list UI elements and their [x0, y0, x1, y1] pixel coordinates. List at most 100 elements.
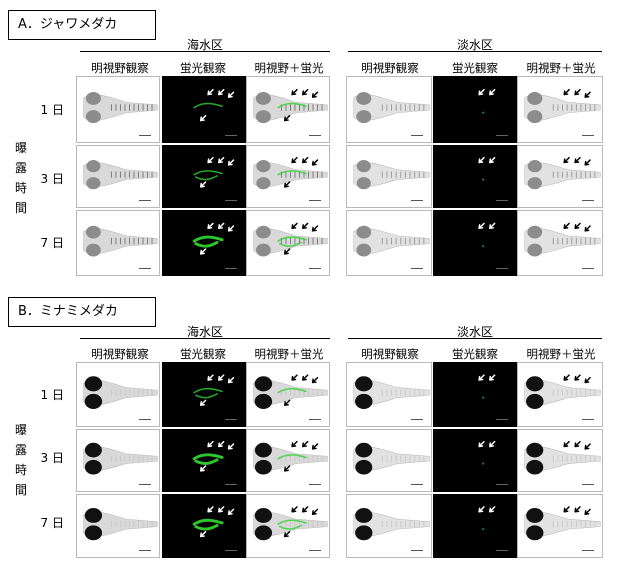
micrograph-image	[478, 88, 496, 114]
micrograph-b-row2-col4	[346, 429, 432, 492]
section-b-seawater-title: 海水区	[186, 325, 223, 339]
micrograph-a-row1-col3	[246, 76, 330, 143]
micrograph-image	[253, 506, 328, 541]
micrograph-image	[353, 442, 430, 475]
micrograph-a-row1-col4	[346, 76, 432, 143]
scale-bar	[309, 419, 321, 420]
scale-bar	[139, 135, 151, 136]
micrograph-image	[192, 506, 235, 538]
micrograph-image	[192, 440, 235, 472]
micrograph-image	[524, 222, 601, 257]
micrograph-image	[478, 374, 496, 399]
micrograph-b-row3-col4	[346, 494, 432, 558]
micrograph-b-row1-col3	[246, 362, 330, 427]
micrograph-image	[192, 222, 235, 255]
scale-bar	[225, 550, 237, 551]
section-b-side-label-4: 間	[14, 483, 27, 497]
micrograph-image	[524, 156, 601, 190]
micrograph-image	[193, 374, 235, 406]
scale-bar	[582, 419, 594, 420]
scale-bar	[309, 135, 321, 136]
section-a-seawater-rule	[80, 51, 330, 52]
scale-bar	[139, 200, 151, 201]
scale-bar	[139, 484, 151, 485]
scale-bar	[411, 484, 423, 485]
micrograph-a-row3-col3	[246, 210, 330, 276]
micrograph-b-row2-col2	[162, 429, 246, 492]
section-a-day-1: 1 日	[40, 103, 64, 117]
scale-bar	[496, 484, 508, 485]
section-b-col-bf-fresh: 明視野観察	[361, 347, 419, 361]
section-b-freshwater-title: 淡水区	[456, 325, 493, 339]
scale-bar	[582, 484, 594, 485]
micrograph-image	[353, 91, 430, 124]
micrograph-a-row3-col2	[162, 210, 246, 276]
micrograph-image	[253, 156, 328, 190]
micrograph-b-row1-col2	[162, 362, 246, 427]
scale-bar	[582, 135, 594, 136]
micrograph-image	[353, 225, 430, 257]
section-b-col-merge-sea: 明視野＋蛍光	[254, 347, 324, 361]
micrograph-image	[83, 160, 158, 190]
micrograph-image	[353, 376, 430, 409]
micrograph-b-row2-col1	[76, 429, 160, 492]
micrograph-image	[83, 376, 158, 409]
micrograph-a-row1-col5	[433, 76, 517, 143]
section-b-day-7: 7 日	[40, 516, 64, 530]
scale-bar	[225, 200, 237, 201]
section-b-seawater-rule	[80, 338, 330, 339]
section-a-freshwater-title: 淡水区	[456, 38, 493, 52]
section-a-col-merge-fresh: 明視野＋蛍光	[526, 61, 596, 75]
micrograph-image	[478, 156, 496, 181]
micrograph-b-row3-col2	[162, 494, 246, 558]
micrograph-image	[524, 88, 601, 124]
scale-bar	[309, 268, 321, 269]
section-a-col-fl-sea: 蛍光観察	[180, 61, 226, 75]
section-a-side-label-2: 露	[14, 161, 27, 175]
micrograph-a-row2-col6	[517, 145, 603, 208]
scale-bar	[309, 484, 321, 485]
section-a-side-label-3: 時	[14, 181, 27, 195]
micrograph-image	[253, 88, 328, 124]
scale-bar	[225, 484, 237, 485]
section-b-label: B．ミナミメダカ	[8, 297, 156, 327]
section-a-side-label-4: 間	[14, 201, 27, 215]
section-a-day-7: 7 日	[40, 236, 64, 250]
section-b-freshwater-rule	[348, 338, 602, 339]
micrograph-image	[478, 440, 496, 465]
scale-bar	[309, 550, 321, 551]
micrograph-b-row3-col1	[76, 494, 160, 558]
section-b-col-bf-sea: 明視野観察	[91, 347, 149, 361]
micrograph-b-row1-col6	[517, 362, 603, 427]
micrograph-a-row2-col5	[433, 145, 517, 208]
micrograph-image	[253, 374, 328, 409]
micrograph-a-row2-col3	[246, 145, 330, 208]
section-a-col-bf-fresh: 明視野観察	[361, 61, 419, 75]
scale-bar	[309, 200, 321, 201]
section-b-col-fl-sea: 蛍光観察	[180, 347, 226, 361]
micrograph-b-row3-col3	[246, 494, 330, 558]
scale-bar	[582, 550, 594, 551]
micrograph-b-row2-col5	[433, 429, 517, 492]
micrograph-a-row1-col6	[517, 76, 603, 143]
section-a-col-fl-fresh: 蛍光観察	[452, 61, 498, 75]
micrograph-image	[524, 506, 601, 541]
section-b-side-label-2: 露	[14, 443, 27, 457]
micrograph-b-row3-col5	[433, 494, 517, 558]
scale-bar	[411, 200, 423, 201]
section-a-col-bf-sea: 明視野観察	[91, 61, 149, 75]
section-b-day-3: 3 日	[40, 451, 64, 465]
micrograph-image	[83, 225, 158, 257]
micrograph-image	[83, 508, 158, 541]
micrograph-image	[524, 440, 601, 475]
micrograph-image	[353, 160, 430, 190]
section-a-day-3: 3 日	[40, 172, 64, 186]
micrograph-b-row1-col5	[433, 362, 517, 427]
micrograph-a-row2-col1	[76, 145, 160, 208]
section-b-side-label-3: 時	[14, 463, 27, 477]
micrograph-a-row3-col5	[433, 210, 517, 276]
micrograph-a-row3-col1	[76, 210, 160, 276]
micrograph-image	[353, 508, 430, 541]
scale-bar	[411, 135, 423, 136]
scale-bar	[496, 550, 508, 551]
